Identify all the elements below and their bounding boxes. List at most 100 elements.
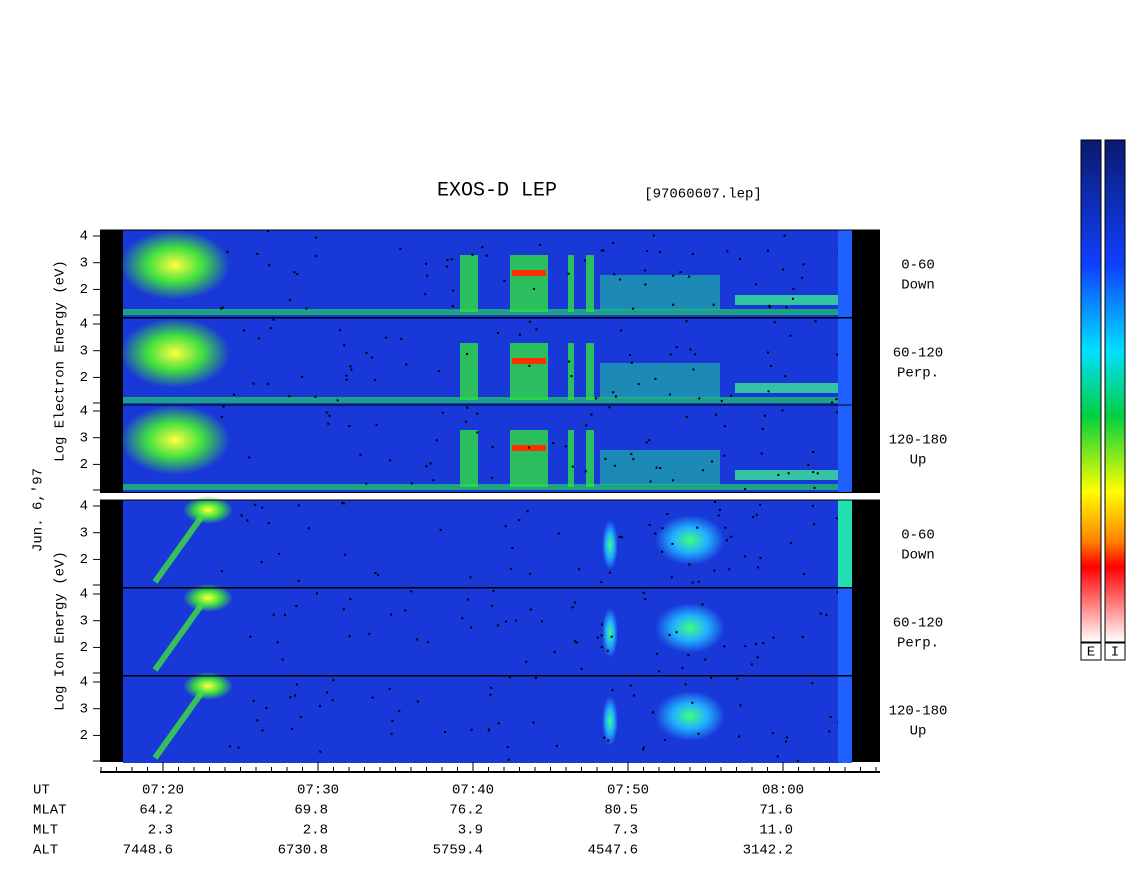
speckle bbox=[226, 250, 229, 253]
speckle bbox=[744, 645, 747, 648]
speckle bbox=[836, 353, 839, 356]
speckle bbox=[681, 666, 684, 669]
speckle bbox=[508, 676, 511, 679]
speckle bbox=[608, 406, 611, 409]
speckle bbox=[697, 580, 700, 583]
colorbar-label-box bbox=[1104, 642, 1126, 661]
speckle bbox=[790, 542, 793, 545]
speckle bbox=[661, 550, 664, 553]
speckle bbox=[672, 274, 675, 277]
speckle bbox=[297, 504, 300, 507]
speckle bbox=[796, 759, 799, 762]
speckle bbox=[632, 458, 635, 461]
row-label: UT bbox=[33, 783, 50, 799]
speckle bbox=[584, 470, 587, 473]
speckle bbox=[730, 394, 733, 397]
flux-region bbox=[600, 363, 720, 398]
speckle bbox=[652, 711, 655, 714]
time-label: 07:40 bbox=[452, 783, 494, 799]
speckle bbox=[787, 472, 790, 475]
pitch-angle: 120-180 bbox=[889, 704, 948, 720]
energy-tick-label: 3 bbox=[80, 525, 88, 541]
speckle bbox=[767, 390, 770, 393]
speckle bbox=[240, 514, 243, 517]
speckle bbox=[812, 451, 815, 454]
speckle bbox=[691, 581, 694, 584]
speckle bbox=[737, 735, 740, 738]
speckle bbox=[600, 581, 603, 584]
speckle bbox=[277, 552, 280, 555]
energy-tick-label: 3 bbox=[80, 613, 88, 629]
speckle bbox=[761, 427, 764, 430]
speckle bbox=[791, 297, 794, 300]
speckle bbox=[491, 604, 494, 607]
speckle bbox=[507, 758, 510, 761]
speckle bbox=[771, 732, 774, 735]
speckle bbox=[630, 361, 633, 364]
speckle bbox=[675, 631, 678, 634]
ion-blob bbox=[655, 515, 725, 565]
speckle bbox=[289, 696, 292, 699]
speckle bbox=[425, 465, 428, 468]
speckle bbox=[803, 573, 806, 576]
speckle bbox=[331, 699, 334, 702]
time-label: 08:00 bbox=[762, 783, 804, 799]
y-axis-label: Log Ion Energy (eV) bbox=[53, 551, 69, 711]
energy-tick-label: 3 bbox=[80, 343, 88, 359]
flux-band bbox=[123, 397, 843, 403]
time-label: 07:50 bbox=[607, 783, 649, 799]
speckle bbox=[261, 506, 264, 509]
flux-burst bbox=[510, 255, 548, 312]
speckle bbox=[644, 283, 647, 286]
speckle bbox=[725, 539, 728, 542]
speckle bbox=[768, 306, 771, 309]
speckle bbox=[694, 353, 697, 356]
speckle bbox=[604, 457, 607, 460]
speckle bbox=[534, 677, 537, 680]
speckle bbox=[659, 466, 662, 469]
speckle bbox=[642, 746, 645, 749]
speckle bbox=[739, 704, 742, 707]
speckle bbox=[802, 263, 805, 266]
speckle bbox=[835, 517, 838, 520]
speckle bbox=[529, 608, 532, 611]
speckle bbox=[249, 635, 252, 638]
pitch-angle: 0-60 bbox=[901, 258, 935, 274]
speckle bbox=[492, 589, 495, 592]
speckle bbox=[410, 482, 413, 485]
pitch-angle: 60-120 bbox=[893, 346, 943, 362]
speckle bbox=[496, 624, 499, 627]
flux-peak bbox=[512, 270, 546, 276]
energy-tick-label: 4 bbox=[80, 404, 88, 420]
speckle bbox=[769, 364, 772, 367]
speckle bbox=[470, 626, 473, 629]
speckle bbox=[782, 268, 785, 271]
speckle bbox=[630, 453, 633, 456]
speckle bbox=[327, 422, 330, 425]
speckle bbox=[648, 523, 651, 526]
speckle bbox=[836, 591, 839, 594]
speckle bbox=[410, 590, 413, 593]
ephemeris-value: 71.6 bbox=[759, 803, 793, 819]
speckle bbox=[471, 253, 474, 256]
speckle bbox=[389, 459, 392, 462]
speckle bbox=[466, 352, 469, 355]
ephemeris-value: 5759.4 bbox=[433, 843, 483, 859]
speckle bbox=[772, 636, 775, 639]
speckle bbox=[697, 732, 700, 735]
speckle bbox=[756, 656, 759, 659]
ion-blob bbox=[602, 608, 618, 658]
speckle bbox=[785, 306, 788, 309]
energy-tick-label: 4 bbox=[80, 317, 88, 333]
speckle bbox=[248, 456, 251, 459]
speckle bbox=[663, 739, 666, 742]
speckle bbox=[490, 476, 493, 479]
speckle bbox=[644, 269, 647, 272]
speckle bbox=[233, 393, 236, 396]
speckle bbox=[257, 337, 260, 340]
speckle bbox=[668, 393, 671, 396]
speckle bbox=[723, 454, 726, 457]
speckle bbox=[388, 687, 391, 690]
pitch-angle: 60-120 bbox=[893, 616, 943, 632]
speckle bbox=[342, 608, 345, 611]
